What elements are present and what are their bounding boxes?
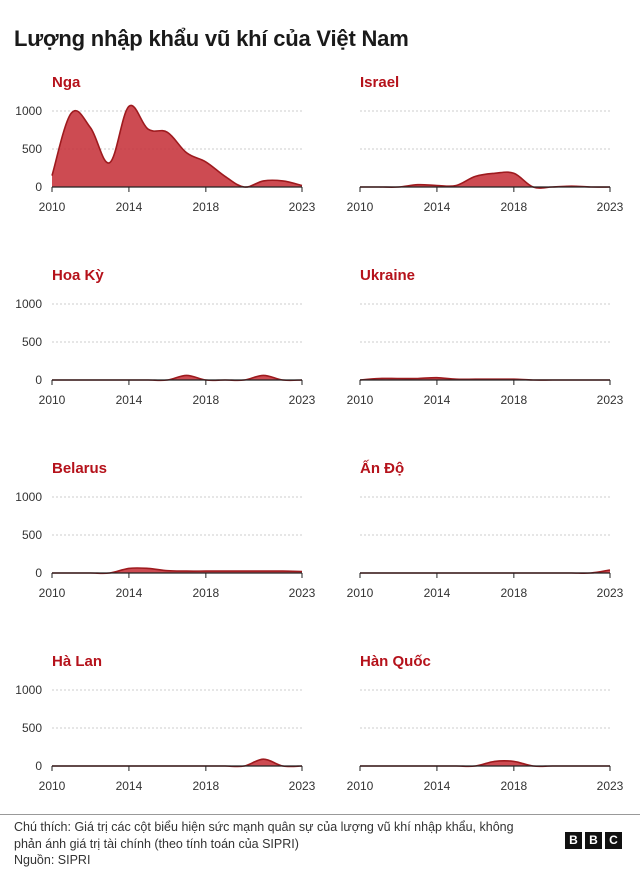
x-tick-label: 2010 bbox=[347, 200, 374, 214]
x-tick-label: 2014 bbox=[424, 779, 451, 793]
y-tick-label: 0 bbox=[35, 759, 42, 773]
x-tick-label: 2014 bbox=[116, 779, 143, 793]
panel-title: Ukraine bbox=[360, 267, 415, 284]
panel-title: Hà Lan bbox=[52, 653, 102, 670]
x-tick-label: 2010 bbox=[347, 779, 374, 793]
chart-panel: Belarus 0 500 1000 2010 2014 2018 2023 bbox=[15, 460, 315, 600]
y-tick-label: 500 bbox=[22, 721, 42, 735]
bbc-logo-letter: B bbox=[585, 832, 602, 849]
y-tick-label: 0 bbox=[35, 566, 42, 580]
bbc-logo-letter: B bbox=[565, 832, 582, 849]
x-tick-label: 2023 bbox=[597, 393, 624, 407]
x-tick-label: 2010 bbox=[39, 779, 66, 793]
footer: Chú thích: Giá trị các cột biểu hiện sức… bbox=[0, 814, 640, 867]
chart-panel: Ấn Độ 2010 2014 2018 2023 bbox=[347, 460, 624, 600]
chart-panel: Hà Lan 0 500 1000 2010 2014 2018 2023 bbox=[15, 653, 315, 793]
y-tick-label: 0 bbox=[35, 180, 42, 194]
footnote: Chú thích: Giá trị các cột biểu hiện sức… bbox=[14, 820, 514, 851]
panel-title: Ấn Độ bbox=[360, 460, 404, 477]
x-tick-label: 2014 bbox=[424, 393, 451, 407]
x-tick-label: 2018 bbox=[500, 779, 527, 793]
panel-title: Hoa Kỳ bbox=[52, 267, 104, 284]
bbc-logo: B B C bbox=[565, 832, 622, 849]
panel-title: Israel bbox=[360, 74, 399, 91]
x-tick-label: 2014 bbox=[424, 200, 451, 214]
x-tick-label: 2018 bbox=[500, 586, 527, 600]
x-tick-label: 2018 bbox=[192, 200, 219, 214]
x-tick-label: 2010 bbox=[347, 586, 374, 600]
y-tick-label: 0 bbox=[35, 373, 42, 387]
x-tick-label: 2014 bbox=[424, 586, 451, 600]
y-tick-label: 500 bbox=[22, 335, 42, 349]
area-series bbox=[360, 760, 610, 767]
panel-title: Hàn Quốc bbox=[360, 653, 431, 670]
x-tick-label: 2018 bbox=[500, 393, 527, 407]
x-tick-label: 2023 bbox=[597, 779, 624, 793]
x-tick-label: 2018 bbox=[192, 586, 219, 600]
area-series bbox=[52, 105, 302, 188]
y-tick-label: 1000 bbox=[15, 490, 42, 504]
x-tick-label: 2014 bbox=[116, 393, 143, 407]
area-series bbox=[360, 172, 610, 189]
x-tick-label: 2018 bbox=[500, 200, 527, 214]
x-tick-label: 2014 bbox=[116, 586, 143, 600]
area-outline bbox=[51, 104, 303, 188]
y-tick-label: 1000 bbox=[15, 683, 42, 697]
x-tick-label: 2023 bbox=[597, 586, 624, 600]
panel-title: Belarus bbox=[52, 460, 107, 477]
y-tick-label: 1000 bbox=[15, 297, 42, 311]
x-tick-label: 2018 bbox=[192, 393, 219, 407]
x-tick-label: 2023 bbox=[289, 779, 316, 793]
x-tick-label: 2023 bbox=[597, 200, 624, 214]
x-tick-label: 2018 bbox=[192, 779, 219, 793]
x-tick-label: 2023 bbox=[289, 200, 316, 214]
x-tick-label: 2010 bbox=[39, 586, 66, 600]
x-tick-label: 2023 bbox=[289, 586, 316, 600]
page-title: Lượng nhập khẩu vũ khí của Việt Nam bbox=[14, 26, 409, 51]
x-tick-label: 2014 bbox=[116, 200, 143, 214]
area-series bbox=[52, 567, 302, 574]
y-tick-label: 500 bbox=[22, 142, 42, 156]
x-tick-label: 2010 bbox=[39, 393, 66, 407]
x-tick-label: 2010 bbox=[347, 393, 374, 407]
bbc-logo-letter: C bbox=[605, 832, 622, 849]
chart-panel: Hoa Kỳ 0 500 1000 2010 2014 2018 2023 bbox=[15, 267, 315, 407]
chart-panel: Israel 2010 2014 2018 2023 bbox=[347, 74, 624, 214]
x-tick-label: 2010 bbox=[39, 200, 66, 214]
chart-panel: Hàn Quốc 2010 2014 2018 2023 bbox=[347, 653, 624, 793]
source-note: Nguồn: SIPRI bbox=[14, 853, 91, 867]
chart-panel: Ukraine 2010 2014 2018 2023 bbox=[347, 267, 624, 407]
y-tick-label: 1000 bbox=[15, 104, 42, 118]
panel-title: Nga bbox=[52, 74, 81, 91]
chart-panel: Nga 0 500 1000 2010 2014 2018 2023 bbox=[15, 74, 315, 214]
x-tick-label: 2023 bbox=[289, 393, 316, 407]
y-tick-label: 500 bbox=[22, 528, 42, 542]
